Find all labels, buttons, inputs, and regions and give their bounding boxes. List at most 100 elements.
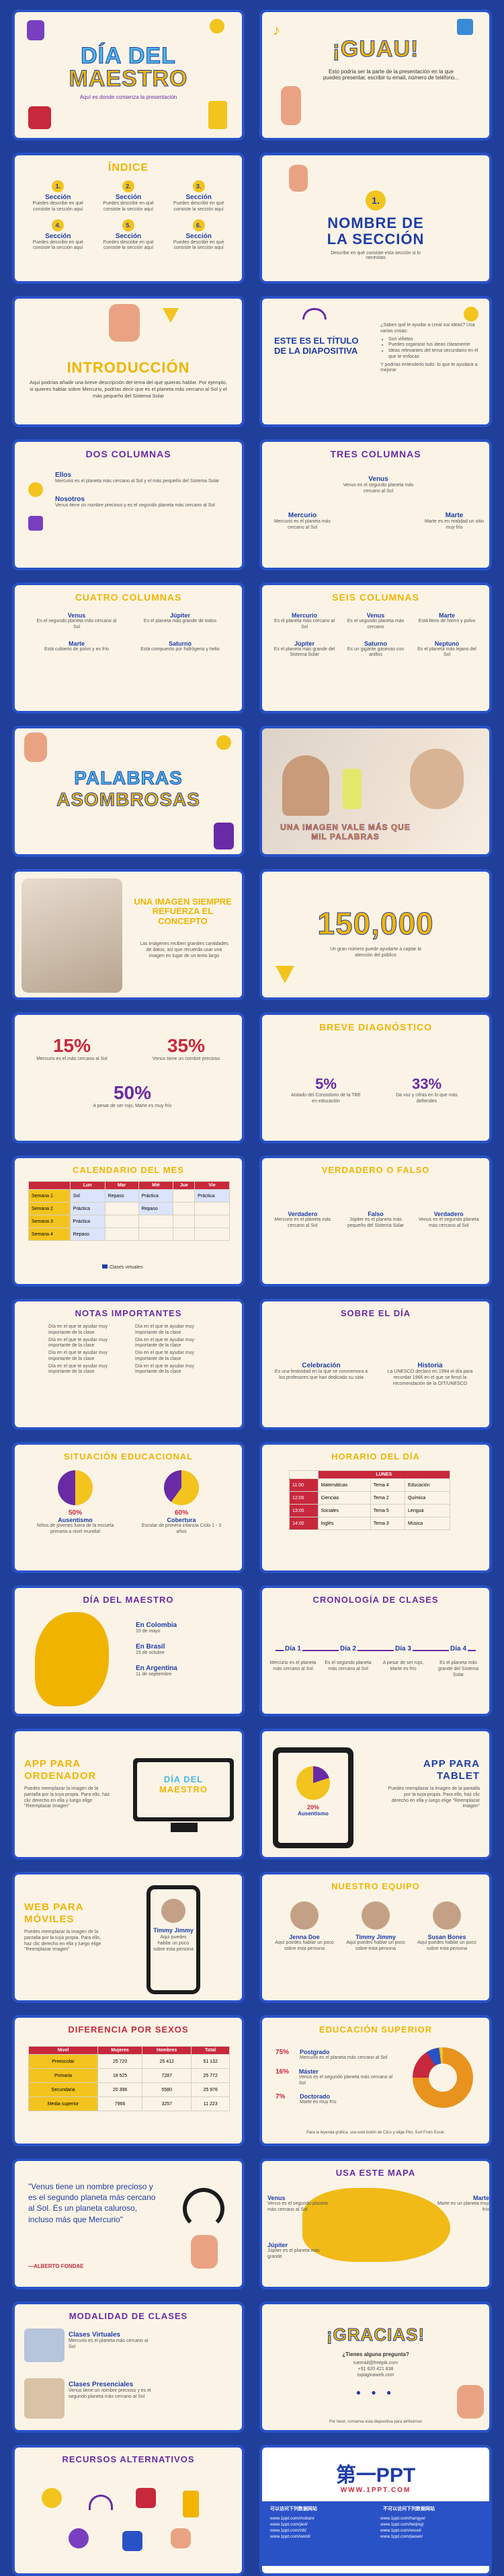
link-item[interactable]: www.1ppt.com/jiaoan/ bbox=[380, 2534, 423, 2539]
slide-diagnosis[interactable]: BREVE DIAGNÓSTICO 5% Aislado del Consist… bbox=[259, 1012, 492, 1143]
slide-team[interactable]: NUESTRO EQUIPO Jenna Doe Aquí puedes habl… bbox=[259, 1872, 492, 2003]
raised-hand-icon bbox=[281, 86, 301, 125]
table-cell: 7966 bbox=[97, 2096, 143, 2111]
donut-chart bbox=[413, 2047, 473, 2108]
legend-swatch bbox=[102, 1264, 108, 1268]
slide-alternative-resources[interactable]: RECURSOS ALTERNATIVOS bbox=[12, 2445, 245, 2576]
pizza-icon bbox=[276, 966, 294, 983]
stat-value: 35% bbox=[167, 1035, 206, 1056]
link-item[interactable]: www.1ppt.com/word/ bbox=[270, 2534, 310, 2539]
index-item[interactable]: 6. Sección Puedes describir en qué consist… bbox=[166, 219, 231, 252]
body-text: Puedes reemplazar la imagen de la pantal… bbox=[388, 1786, 480, 1809]
slide-percentages[interactable]: 15% Mercurio es el más cercano al Sol 35… bbox=[12, 1012, 245, 1143]
table-cell: 25 720 bbox=[97, 2054, 143, 2069]
map-item-marte: Marte Marte es un planeta muy frío bbox=[430, 2195, 489, 2213]
calendar-table: Lun Mar Mié Jue Vie Semana 1 Sol Repaso Práctica… bbox=[28, 1181, 230, 1241]
slide-title[interactable]: DÍA DEL MAESTRO Aquí es donde comienza l… bbox=[12, 9, 245, 141]
slide-notes[interactable]: NOTAS IMPORTANTES Día en el que te ayuda… bbox=[12, 1299, 245, 1430]
slide-true-false[interactable]: VERDADERO O FALSO Verdadero Mercurio es e… bbox=[259, 1156, 492, 1287]
hand-icon bbox=[109, 304, 140, 342]
slide-four-columns[interactable]: CUATRO COLUMNAS Venus Es el segundo plane… bbox=[12, 582, 245, 714]
table-cell: Música bbox=[405, 1517, 450, 1530]
slide-higher-education[interactable]: EDUCACIÓN SUPERIOR 75% Postgrado Mercurio … bbox=[259, 2015, 492, 2146]
index-item[interactable]: 2. Sección Puedes describir en qué consist… bbox=[96, 180, 161, 213]
slide-ppt-brand[interactable]: 第一PPT WWW.1PPT.COM 可以访问下列数据网站 不可以访问下列数据网… bbox=[259, 2445, 492, 2576]
student-photo bbox=[410, 749, 464, 809]
table-row: Semana 4 Repaso bbox=[28, 1227, 230, 1241]
donut-hole bbox=[429, 2063, 457, 2092]
slide-amazing-words[interactable]: PALABRAS ASOMBROSAS bbox=[12, 726, 245, 857]
index-item[interactable]: 5. Sección Puedes describir en qué consist… bbox=[96, 219, 161, 252]
social-icons: ● ● ● bbox=[355, 2388, 396, 2397]
slide-introduction[interactable]: INTRODUCCIÓN Aquí podrías añadir una bre… bbox=[12, 296, 245, 427]
slide-gender-difference[interactable]: DIFERENCIA POR SEXOS Nivel Mujeres Hombres… bbox=[12, 2015, 245, 2146]
contact-list: tuemail@freepik.com +91 620 421 838 tupagi… bbox=[262, 2361, 489, 2378]
screen-label: Ausentismo bbox=[298, 1811, 329, 1817]
table-cell bbox=[194, 1202, 230, 1215]
timeline-day: Día 1 Mercurio es el planeta más cercano … bbox=[267, 1642, 319, 1678]
slide-about-day[interactable]: SOBRE EL DÍA Celebración Es una festivid… bbox=[259, 1299, 492, 1430]
link-item[interactable]: www.1ppt.com/moban/ bbox=[270, 2516, 314, 2521]
contact-item[interactable]: +91 620 421 838 bbox=[358, 2366, 394, 2372]
index-item[interactable]: 1. Sección Puedes describir en qué consist… bbox=[26, 180, 91, 213]
link-item[interactable]: www.1ppt.com/hangye/ bbox=[380, 2516, 426, 2521]
slide-desktop-app[interactable]: APP PARA ORDENADOR Puedes reemplazar la … bbox=[12, 1729, 245, 1860]
contact-item[interactable]: tuemail@freepik.com bbox=[353, 2361, 398, 2365]
body-text: Las imágenes reciben grandes cantidades … bbox=[140, 942, 228, 958]
slide-three-columns[interactable]: TRES COLUMNAS Venus Venus es el segundo … bbox=[259, 439, 492, 570]
day-text: Mercurio es el planeta más cercano al So… bbox=[269, 1661, 317, 1671]
slide-big-number[interactable]: 150,000 Un gran número puede ayudarte a … bbox=[259, 869, 492, 1000]
slide-two-columns[interactable]: DOS COLUMNAS Ellos Mercurio es el planeta… bbox=[12, 439, 245, 570]
slide-thanks[interactable]: ¡GRACIAS! ¿Tienes alguna pregunta? tuema… bbox=[259, 2302, 492, 2433]
index-item[interactable]: 4. Sección Puedes describir en qué consist… bbox=[26, 219, 91, 252]
title: DOS COLUMNAS bbox=[85, 449, 171, 459]
row-value: 7% bbox=[276, 2093, 286, 2101]
table-cell bbox=[194, 1215, 230, 1228]
item-text: Venus es el segundo planeta más cercano … bbox=[267, 2201, 328, 2212]
table-cell: Repaso bbox=[69, 1227, 106, 1241]
raised-hand-icon bbox=[289, 165, 308, 192]
stat-value: 5% bbox=[315, 1075, 337, 1092]
link-item[interactable]: www.1ppt.com/beijing/ bbox=[380, 2522, 424, 2527]
slide-title-bullets[interactable]: ESTE ES EL TÍTULO DE LA DIAPOSITIVA ¿Sab… bbox=[259, 296, 492, 427]
slide-six-columns[interactable]: SEIS COLUMNAS Mercurio Es el planeta más … bbox=[259, 582, 492, 714]
index-desc: Puedes describir en qué consiste la secc… bbox=[32, 239, 84, 251]
slide-image-concept[interactable]: UNA IMAGEN SIEMPRE REFUERZA EL CONCEPTO … bbox=[12, 869, 245, 1000]
row-value: 75% bbox=[276, 2049, 290, 2056]
index-item[interactable]: 3. Sección Puedes describir en qué consist… bbox=[166, 180, 231, 213]
link-item[interactable]: www.1ppt.com/jieri/ bbox=[270, 2522, 308, 2527]
slide-education-situation[interactable]: SITUACIÓN EDUCACIONAL 50% Ausentismo Niñ… bbox=[12, 1442, 245, 1573]
avatar bbox=[433, 1901, 461, 1930]
column-text: Mercurio es el planeta más cercano al So… bbox=[274, 1217, 331, 1228]
slide-class-modality[interactable]: MODALIDAD DE CLASES Clases Virtuales Mer… bbox=[12, 2302, 245, 2433]
contact-item[interactable]: tupaginaweb.com bbox=[357, 2372, 394, 2378]
title: NOTAS IMPORTANTES bbox=[75, 1308, 182, 1318]
slide-calendar[interactable]: CALENDARIO DEL MES Lun Mar Mié Jue Vie Semana… bbox=[12, 1156, 245, 1287]
slide-daily-schedule[interactable]: HORARIO DEL DÍA LUNES 11:00 Matemáticas Tem… bbox=[259, 1442, 492, 1573]
tablet-frame: 20% Ausentismo bbox=[273, 1747, 353, 1848]
slide-index[interactable]: ÍNDICE 1. Sección Puedes describir en qué … bbox=[12, 153, 245, 284]
avatar bbox=[161, 1899, 185, 1923]
row-label: Postgrado bbox=[300, 2049, 330, 2055]
timeline-line bbox=[276, 1650, 476, 1651]
slide-tablet-app[interactable]: 20% Ausentismo APP PARA TABLET Puedes re… bbox=[259, 1729, 492, 1860]
brand-url[interactable]: WWW.1PPT.COM bbox=[340, 2487, 411, 2494]
date-label: En Colombia bbox=[136, 1622, 177, 1629]
index-desc: Puedes describir en qué consiste la secc… bbox=[32, 201, 84, 212]
slide-wow[interactable]: ♪ ¡GUAU! Esto podría ser la parte de la … bbox=[259, 9, 492, 141]
table-cell bbox=[173, 1189, 196, 1203]
column-mercurio: Mercurio Mercurio es el planeta más cerc… bbox=[269, 512, 336, 531]
slide-section[interactable]: 1. NOMBRE DE LA SECCIÓN Describe en qué … bbox=[259, 153, 492, 284]
link-item[interactable]: www.1ppt.com/ziti/ bbox=[270, 2528, 306, 2533]
link-item[interactable]: www.1ppt.com/excel/ bbox=[380, 2528, 422, 2533]
title-line-1: WEB PARA bbox=[24, 1901, 84, 1913]
table-cell: 25 976 bbox=[191, 2082, 230, 2097]
slide-mobile-web[interactable]: WEB PARA MÓVILES Puedes reemplazar la im… bbox=[12, 1872, 245, 2003]
slide-quote[interactable]: "Venus tiene un nombre precioso y es el … bbox=[12, 2158, 245, 2289]
title: SOBRE EL DÍA bbox=[340, 1308, 411, 1318]
slide-class-timeline[interactable]: CRONOLOGÍA DE CLASES Día 1 Mercurio es el… bbox=[259, 1585, 492, 1716]
slide-teacher-day-map[interactable]: DÍA DEL MAESTRO En Colombia 15 de mayo En … bbox=[12, 1585, 245, 1716]
table-cell: Semana 4 bbox=[28, 1227, 71, 1241]
slide-use-map[interactable]: USA ESTE MAPA Venus Venus es el segundo … bbox=[259, 2158, 492, 2289]
slide-photo-quote[interactable]: UNA IMAGEN VALE MÁS QUE MIL PALABRAS bbox=[259, 726, 492, 857]
